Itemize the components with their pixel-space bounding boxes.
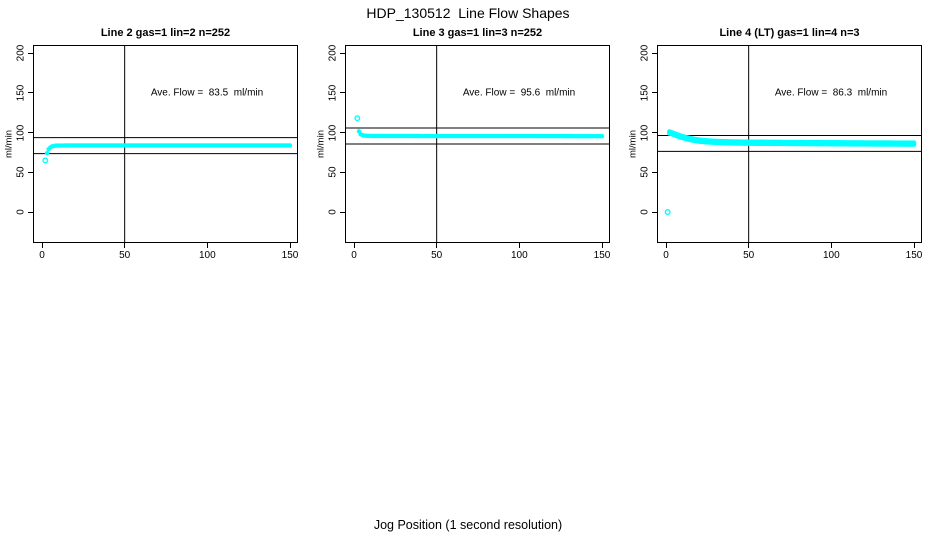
y-tick-mark: [28, 132, 33, 133]
y-axis-unit-label: ml/min: [3, 130, 15, 158]
x-tick-mark: [518, 243, 520, 248]
outlier-point: [664, 208, 671, 215]
y-tick-mark: [28, 92, 33, 94]
plot-box: [657, 45, 922, 243]
y-tick-mark: [28, 52, 33, 54]
y-tick-label: 50: [327, 166, 339, 178]
flow-panel: Line 3 gas=1 lin=3 n=252 ml/min Ave. Flo…: [316, 27, 611, 261]
y-tick-label: 0: [327, 209, 339, 215]
y-tick-mark: [340, 52, 345, 54]
y-tick-mark: [652, 52, 657, 54]
y-tick-mark: [340, 211, 345, 213]
x-tick-label: 0: [351, 250, 357, 261]
x-tick-mark: [289, 243, 291, 248]
y-tick-mark: [28, 171, 33, 173]
outlier-point: [42, 157, 49, 164]
x-tick-label: 0: [663, 250, 669, 261]
y-axis-unit-label: ml/min: [627, 130, 639, 158]
y-tick-mark: [652, 92, 657, 94]
ave-flow-annotation: Ave. Flow = 86.3 ml/min: [774, 87, 888, 99]
x-tick-label: 50: [119, 250, 131, 261]
x-tick-label: 150: [593, 250, 611, 261]
ave-flow-annotation: Ave. Flow = 95.6 ml/min: [462, 87, 576, 99]
y-tick-mark: [340, 171, 345, 173]
x-tick-label: 100: [822, 250, 840, 261]
x-tick-mark: [206, 243, 208, 248]
outlier-point: [354, 115, 361, 122]
y-tick-label: 200: [15, 44, 27, 62]
x-tick-label: 50: [431, 250, 443, 261]
x-tick-label: 150: [281, 250, 299, 261]
x-tick-label: 50: [743, 250, 755, 261]
x-tick-mark: [436, 243, 438, 248]
y-tick-label: 50: [639, 166, 651, 178]
flow-panel: Line 2 gas=1 lin=2 n=252 ml/min Ave. Flo…: [4, 27, 299, 261]
x-tick-mark: [124, 243, 126, 248]
panel-title: Line 4 (LT) gas=1 lin=4 n=3: [719, 27, 860, 39]
flow-data-point: [599, 133, 605, 139]
x-tick-mark: [913, 243, 915, 248]
panel-title: Line 2 gas=1 lin=2 n=252: [100, 27, 231, 39]
y-tick-label: 150: [327, 84, 339, 102]
y-tick-label: 100: [327, 124, 339, 141]
x-tick-label: 100: [510, 250, 528, 261]
y-tick-mark: [28, 211, 33, 213]
y-tick-mark: [340, 92, 345, 94]
figure-title: HDP_130512 Line Flow Shapes: [366, 5, 570, 21]
x-tick-label: 100: [198, 250, 216, 261]
y-tick-label: 200: [639, 44, 651, 62]
plot-canvas: [657, 45, 922, 243]
y-tick-mark: [340, 132, 345, 133]
x-tick-mark: [353, 243, 355, 248]
y-tick-label: 0: [639, 209, 651, 215]
plot-canvas: [33, 45, 298, 243]
y-tick-mark: [652, 171, 657, 173]
flow-data-point: [44, 150, 50, 156]
x-tick-mark: [748, 243, 750, 248]
y-tick-label: 100: [15, 124, 27, 141]
plot-canvas: [345, 45, 610, 243]
x-tick-mark: [665, 243, 667, 248]
y-tick-label: 150: [639, 84, 651, 102]
y-tick-label: 0: [15, 209, 27, 215]
y-tick-label: 200: [327, 44, 339, 62]
flow-data-point: [911, 142, 917, 147]
x-tick-mark: [830, 243, 832, 248]
flow-data-point: [287, 143, 293, 148]
y-tick-label: 150: [15, 84, 27, 102]
panel-title: Line 3 gas=1 lin=3 n=252: [412, 27, 543, 39]
plot-box: [33, 45, 298, 243]
x-tick-mark: [601, 243, 603, 248]
y-tick-mark: [652, 211, 657, 213]
x-tick-label: 150: [905, 250, 923, 261]
y-tick-label: 100: [639, 124, 651, 141]
x-tick-label: 0: [39, 250, 45, 261]
x-tick-mark: [41, 243, 43, 248]
x-axis-label: Jog Position (1 second resolution): [373, 518, 563, 532]
ave-flow-annotation: Ave. Flow = 83.5 ml/min: [150, 87, 264, 99]
y-tick-mark: [652, 132, 657, 133]
y-axis-unit-label: ml/min: [315, 130, 327, 158]
y-tick-label: 50: [15, 166, 27, 178]
flow-panel: Line 4 (LT) gas=1 lin=4 n=3 ml/min Ave. …: [628, 27, 923, 261]
